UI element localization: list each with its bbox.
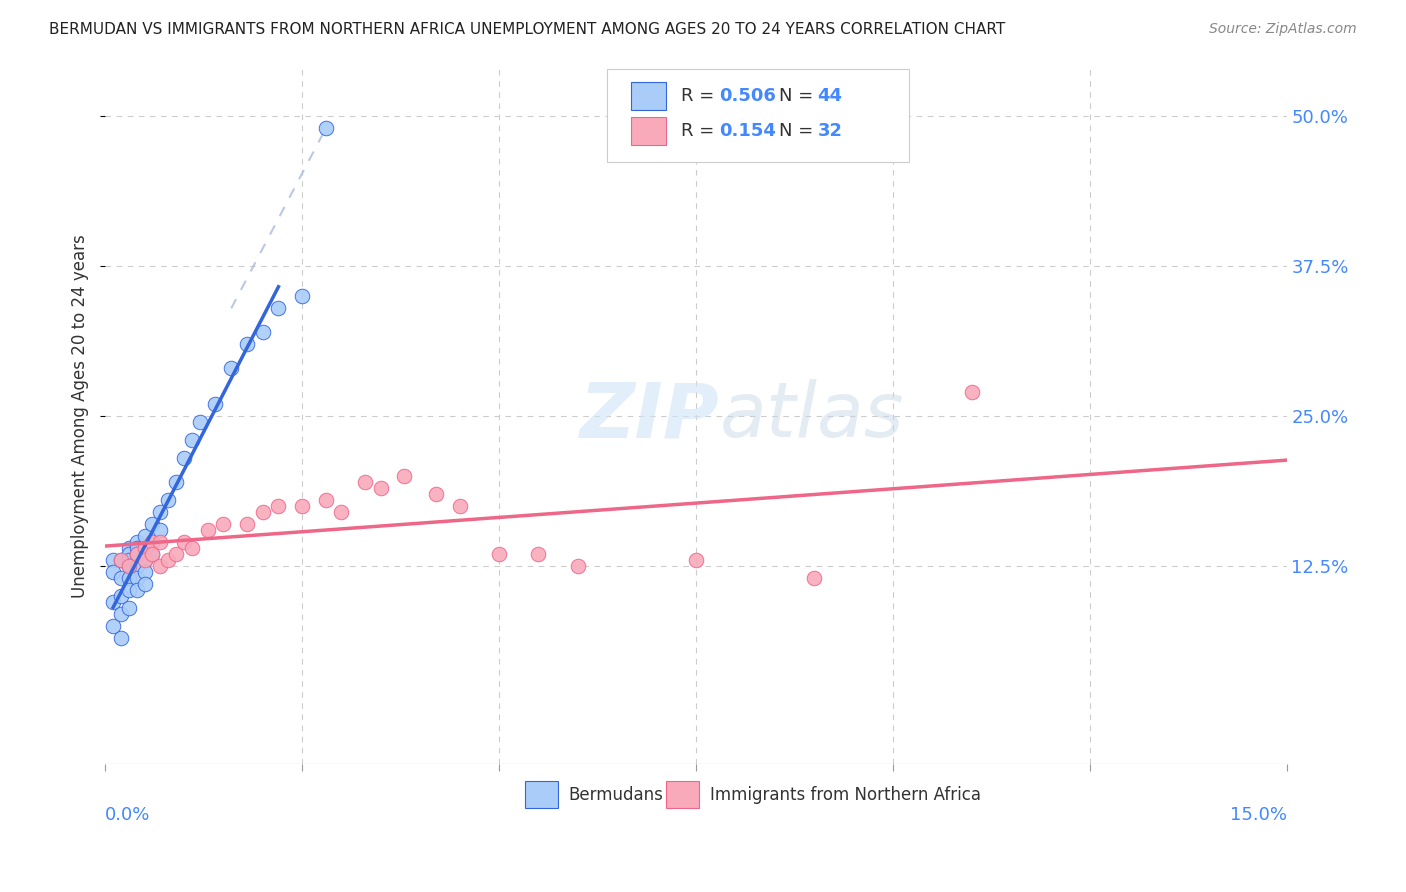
Point — [110, 553, 132, 567]
Point — [110, 631, 132, 645]
Point — [157, 493, 180, 508]
Point — [173, 535, 195, 549]
Text: 44: 44 — [817, 87, 842, 105]
Text: N =: N = — [779, 122, 818, 140]
Point — [118, 571, 141, 585]
Point — [567, 559, 589, 574]
Point — [118, 547, 141, 561]
Point — [110, 589, 132, 603]
Point — [204, 397, 226, 411]
Point — [110, 607, 132, 621]
Point — [134, 565, 156, 579]
Point — [141, 517, 163, 532]
Text: 32: 32 — [817, 122, 842, 140]
Bar — [631, 117, 666, 145]
Point — [125, 559, 148, 574]
Point — [101, 595, 124, 609]
Point — [803, 571, 825, 585]
FancyBboxPatch shape — [607, 69, 908, 162]
Point — [118, 583, 141, 598]
Point — [267, 500, 290, 514]
Point — [110, 571, 132, 585]
Point — [118, 541, 141, 556]
Text: atlas: atlas — [720, 379, 904, 453]
Point — [134, 577, 156, 591]
Text: Immigrants from Northern Africa: Immigrants from Northern Africa — [710, 786, 981, 804]
Point — [180, 541, 202, 556]
Bar — [666, 781, 699, 808]
Point — [101, 553, 124, 567]
Point — [125, 541, 148, 556]
Point — [165, 547, 187, 561]
Point — [110, 553, 132, 567]
Point — [101, 619, 124, 633]
Point — [118, 559, 141, 574]
Point — [173, 451, 195, 466]
Point — [125, 535, 148, 549]
Point — [315, 121, 337, 136]
Point — [252, 326, 274, 340]
Point — [149, 559, 172, 574]
Point — [449, 500, 471, 514]
Point — [960, 385, 983, 400]
Text: R =: R = — [681, 122, 725, 140]
Point — [118, 553, 141, 567]
Point — [267, 301, 290, 316]
Point — [118, 601, 141, 615]
Text: 15.0%: 15.0% — [1230, 806, 1286, 824]
Text: BERMUDAN VS IMMIGRANTS FROM NORTHERN AFRICA UNEMPLOYMENT AMONG AGES 20 TO 24 YEA: BERMUDAN VS IMMIGRANTS FROM NORTHERN AFR… — [49, 22, 1005, 37]
Text: N =: N = — [779, 87, 818, 105]
Point — [291, 500, 314, 514]
Point — [118, 559, 141, 574]
Point — [134, 541, 156, 556]
Text: Bermudans: Bermudans — [568, 786, 664, 804]
Text: R =: R = — [681, 87, 720, 105]
Point — [149, 535, 172, 549]
Point — [125, 547, 148, 561]
Text: Source: ZipAtlas.com: Source: ZipAtlas.com — [1209, 22, 1357, 37]
Point — [125, 583, 148, 598]
Point — [134, 553, 156, 567]
Point — [354, 475, 377, 490]
Point — [212, 517, 235, 532]
Point — [370, 481, 392, 495]
Point — [488, 547, 510, 561]
Point — [141, 547, 163, 561]
Text: 0.154: 0.154 — [720, 122, 776, 140]
Point — [134, 529, 156, 543]
Point — [141, 535, 163, 549]
Point — [685, 553, 707, 567]
Point — [149, 505, 172, 519]
Y-axis label: Unemployment Among Ages 20 to 24 years: Unemployment Among Ages 20 to 24 years — [72, 235, 89, 599]
Point — [219, 361, 242, 376]
Text: 0.506: 0.506 — [720, 87, 776, 105]
Point — [236, 517, 259, 532]
Point — [330, 505, 353, 519]
Point — [141, 547, 163, 561]
Bar — [631, 82, 666, 111]
Point — [188, 415, 211, 429]
Point — [149, 523, 172, 537]
Point — [125, 547, 148, 561]
Point — [197, 523, 219, 537]
Point — [134, 553, 156, 567]
Point — [315, 493, 337, 508]
Point — [101, 565, 124, 579]
Point — [141, 535, 163, 549]
Point — [236, 337, 259, 351]
Point — [180, 434, 202, 448]
Point — [394, 469, 416, 483]
Point — [425, 487, 447, 501]
Point — [252, 505, 274, 519]
Point — [125, 571, 148, 585]
Bar — [524, 781, 558, 808]
Point — [157, 553, 180, 567]
Point — [134, 541, 156, 556]
Point — [291, 289, 314, 303]
Text: ZIP: ZIP — [579, 379, 720, 453]
Point — [165, 475, 187, 490]
Text: 0.0%: 0.0% — [105, 806, 150, 824]
Point — [527, 547, 550, 561]
